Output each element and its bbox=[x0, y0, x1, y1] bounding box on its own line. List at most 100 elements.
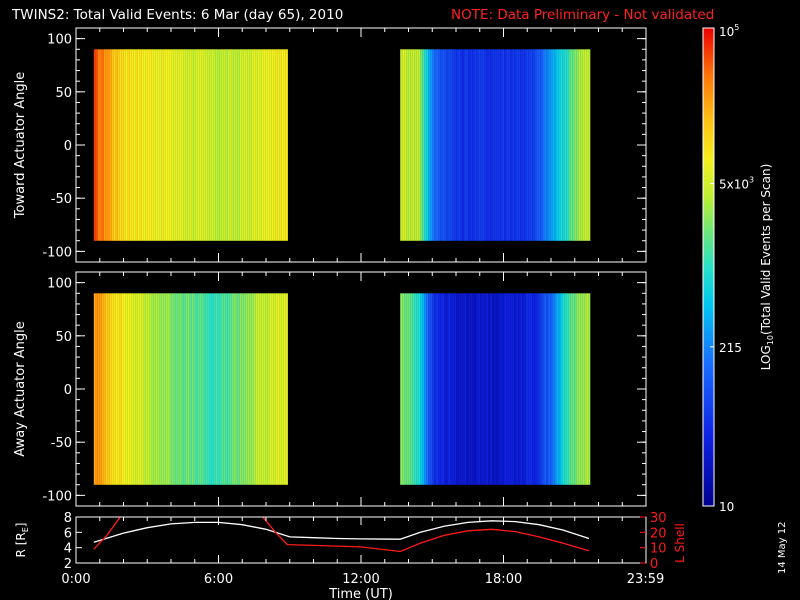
colorbar-swatch bbox=[703, 280, 714, 282]
heatmap-column bbox=[281, 293, 284, 485]
colorbar-swatch bbox=[703, 262, 714, 264]
heatmap-column bbox=[237, 293, 240, 485]
colorbar-swatch bbox=[703, 283, 714, 285]
colorbar-swatch bbox=[703, 209, 714, 211]
colorbar-swatch bbox=[703, 346, 714, 348]
colorbar-swatch bbox=[703, 369, 714, 371]
colorbar-swatch bbox=[703, 294, 714, 296]
colorbar-swatch bbox=[703, 457, 714, 459]
heatmap-column bbox=[121, 293, 124, 485]
colorbar-swatch bbox=[703, 314, 714, 316]
heatmap-column bbox=[518, 49, 521, 241]
heatmap-column bbox=[281, 49, 284, 241]
heatmap-column bbox=[458, 293, 461, 485]
heatmap-column bbox=[436, 49, 439, 241]
heatmap-column bbox=[205, 49, 208, 241]
heatmap-column bbox=[277, 293, 280, 485]
colorbar-swatch bbox=[703, 167, 714, 169]
colorbar-swatch bbox=[703, 182, 714, 184]
heatmap-column bbox=[221, 293, 224, 485]
colorbar-swatch bbox=[703, 316, 714, 318]
colorbar-swatch bbox=[703, 174, 714, 176]
colorbar-swatch bbox=[703, 189, 714, 191]
colorbar-swatch bbox=[703, 310, 714, 312]
colorbar-swatch bbox=[703, 434, 714, 436]
x-tick-label: 0:00 bbox=[61, 572, 90, 587]
heatmap-column bbox=[504, 49, 507, 241]
colorbar-swatch bbox=[703, 472, 714, 474]
right-tick-label: 10 bbox=[650, 542, 667, 557]
colorbar-swatch bbox=[703, 426, 714, 428]
colorbar-swatch bbox=[703, 437, 714, 439]
heatmap-column bbox=[556, 49, 559, 241]
colorbar-swatch bbox=[703, 241, 714, 243]
colorbar-swatch bbox=[703, 183, 714, 185]
heatmap-column bbox=[530, 49, 533, 241]
y-tick-label: 0 bbox=[64, 383, 72, 398]
colorbar-swatch bbox=[703, 169, 714, 171]
colorbar-swatch bbox=[703, 277, 714, 279]
heatmap-column bbox=[492, 293, 495, 485]
heatmap-column bbox=[560, 49, 563, 241]
heatmap-column bbox=[562, 293, 565, 485]
colorbar-swatch bbox=[703, 77, 714, 79]
colorbar-swatch bbox=[703, 453, 714, 455]
colorbar-swatch bbox=[703, 384, 714, 386]
heatmap-column bbox=[494, 293, 497, 485]
heatmap-column bbox=[201, 293, 204, 485]
colorbar-swatch bbox=[703, 465, 714, 467]
colorbar-swatch bbox=[703, 39, 714, 41]
heatmap-column bbox=[410, 49, 413, 241]
heatmap-block-2 bbox=[400, 293, 591, 485]
heatmap-column bbox=[588, 293, 591, 485]
heatmap-column bbox=[584, 293, 587, 485]
heatmap-column bbox=[404, 293, 407, 485]
colorbar-swatch bbox=[703, 198, 714, 200]
y-tick-label: 50 bbox=[55, 86, 72, 101]
colorbar-swatch bbox=[703, 459, 714, 461]
heatmap-column bbox=[265, 49, 268, 241]
heatmap-column bbox=[119, 49, 122, 241]
heatmap-column bbox=[111, 293, 114, 485]
heatmap-column bbox=[145, 49, 148, 241]
heatmap-column bbox=[253, 293, 256, 485]
colorbar-swatch bbox=[703, 141, 714, 143]
colorbar-swatch bbox=[703, 431, 714, 433]
colorbar-swatch bbox=[703, 33, 714, 35]
colorbar-swatch bbox=[703, 163, 714, 165]
colorbar-swatch bbox=[703, 359, 714, 361]
colorbar-swatch bbox=[703, 223, 714, 225]
heatmap-column bbox=[582, 293, 585, 485]
heatmap-column bbox=[161, 49, 164, 241]
heatmap-column bbox=[574, 293, 577, 485]
heatmap-column bbox=[259, 293, 262, 485]
heatmap-column bbox=[446, 293, 449, 485]
colorbar-swatch bbox=[703, 35, 714, 37]
colorbar-swatch bbox=[703, 293, 714, 295]
colorbar-swatch bbox=[703, 179, 714, 181]
colorbar-swatch bbox=[703, 428, 714, 430]
colorbar-swatch bbox=[703, 56, 714, 58]
heatmap-column bbox=[410, 293, 413, 485]
heatmap-column bbox=[223, 293, 226, 485]
colorbar-swatch bbox=[703, 72, 714, 74]
heatmap-column bbox=[554, 49, 557, 241]
colorbar-swatch bbox=[703, 91, 714, 93]
colorbar-swatch bbox=[703, 460, 714, 462]
colorbar-swatch bbox=[703, 416, 714, 418]
heatmap-column bbox=[195, 293, 198, 485]
heatmap-column bbox=[550, 293, 553, 485]
colorbar-swatch bbox=[703, 306, 714, 308]
heatmap-column bbox=[125, 293, 128, 485]
colorbar-swatch bbox=[703, 197, 714, 199]
y-tick-label: 100 bbox=[47, 33, 72, 48]
x-axis-label: Time (UT) bbox=[328, 587, 393, 600]
colorbar-swatch bbox=[703, 318, 714, 320]
colorbar-swatch bbox=[703, 177, 714, 179]
heatmap-column bbox=[536, 49, 539, 241]
colorbar-swatch bbox=[703, 162, 714, 164]
colorbar-swatch bbox=[703, 492, 714, 494]
heatmap-column bbox=[472, 49, 475, 241]
colorbar-swatch bbox=[703, 356, 714, 358]
